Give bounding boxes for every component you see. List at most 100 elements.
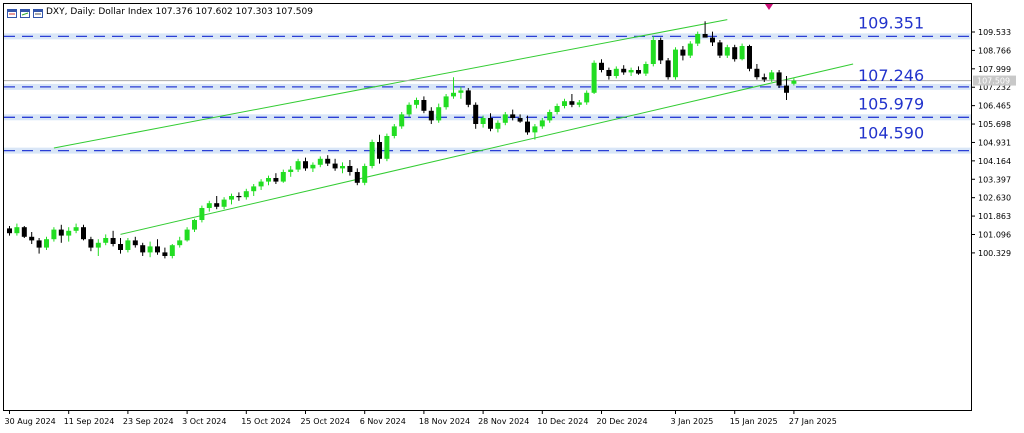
candle-body[interactable] — [724, 47, 730, 56]
candle-body[interactable] — [317, 158, 323, 165]
candle-body[interactable] — [36, 240, 42, 248]
candle-body[interactable] — [739, 45, 745, 60]
candle-body[interactable] — [473, 104, 479, 124]
candle-body[interactable] — [162, 252, 168, 256]
candle-body[interactable] — [606, 69, 612, 76]
data-window-icon[interactable] — [33, 9, 43, 18]
candle-body[interactable] — [747, 45, 752, 69]
candle-body[interactable] — [569, 101, 575, 105]
candle-body[interactable] — [44, 239, 49, 248]
candle-body[interactable] — [303, 161, 308, 169]
candle-body[interactable] — [754, 68, 760, 78]
candle-body[interactable] — [340, 165, 345, 169]
candle-body[interactable] — [776, 72, 782, 86]
candle-body[interactable] — [206, 203, 212, 208]
candle-body[interactable] — [295, 161, 301, 170]
candle-body[interactable] — [458, 90, 464, 93]
candle-body[interactable] — [140, 245, 146, 253]
candle-body[interactable] — [436, 107, 442, 121]
candle-body[interactable] — [673, 49, 678, 78]
candle-body[interactable] — [236, 195, 242, 198]
candle-body[interactable] — [480, 117, 486, 124]
candle-body[interactable] — [266, 177, 271, 182]
candle-body[interactable] — [229, 195, 234, 200]
candle-body[interactable] — [451, 92, 456, 97]
candle-body[interactable] — [421, 99, 427, 111]
candle-body[interactable] — [687, 43, 693, 56]
candle-body[interactable] — [347, 165, 353, 172]
indicator-window-icon[interactable] — [20, 9, 30, 18]
candle-body[interactable] — [155, 246, 160, 253]
candle-body[interactable] — [66, 230, 72, 236]
chart-window-icon[interactable] — [7, 9, 17, 18]
candle-body[interactable] — [95, 242, 101, 248]
candle-body[interactable] — [29, 236, 35, 241]
candle-body[interactable] — [428, 110, 434, 121]
candle-body[interactable] — [658, 39, 664, 61]
candle-body[interactable] — [621, 68, 627, 73]
candle-body[interactable] — [399, 114, 405, 127]
candle-body[interactable] — [51, 229, 57, 240]
candle-body[interactable] — [502, 114, 508, 123]
candle-body[interactable] — [362, 165, 368, 183]
candle-body[interactable] — [584, 92, 590, 103]
candle-body[interactable] — [280, 171, 286, 182]
candle-body[interactable] — [695, 33, 701, 44]
candle-body[interactable] — [199, 207, 205, 220]
candle-body[interactable] — [103, 237, 109, 243]
candle-body[interactable] — [443, 96, 449, 108]
candle-body[interactable] — [169, 245, 175, 256]
plot-area[interactable] — [3, 3, 972, 411]
candle-body[interactable] — [192, 219, 197, 230]
candle-body[interactable] — [554, 105, 560, 112]
candle-body[interactable] — [354, 171, 360, 183]
channel-upper-line[interactable] — [53, 19, 728, 149]
candle-body[interactable] — [273, 177, 279, 182]
candle-body[interactable] — [784, 85, 789, 93]
candle-body[interactable] — [680, 49, 686, 56]
candle-body[interactable] — [465, 90, 471, 105]
candle-body[interactable] — [251, 186, 257, 192]
candle-body[interactable] — [732, 47, 738, 60]
candle-body[interactable] — [391, 126, 397, 136]
candle-body[interactable] — [769, 72, 775, 80]
candle-body[interactable] — [665, 60, 671, 78]
candle-body[interactable] — [547, 111, 553, 121]
candle-body[interactable] — [21, 227, 27, 237]
candle-body[interactable] — [791, 80, 797, 84]
candle-body[interactable] — [310, 164, 316, 169]
candle-body[interactable] — [7, 228, 12, 234]
candle-body[interactable] — [599, 62, 604, 70]
candle-body[interactable] — [562, 101, 567, 106]
candle-body[interactable] — [58, 229, 64, 236]
candle-body[interactable] — [258, 181, 264, 187]
candle-body[interactable] — [710, 37, 715, 43]
candle-body[interactable] — [147, 246, 153, 253]
candle-body[interactable] — [377, 141, 382, 159]
candle-body[interactable] — [73, 227, 79, 231]
candle-body[interactable] — [761, 77, 767, 80]
candle-body[interactable] — [576, 102, 582, 105]
candle-body[interactable] — [591, 62, 597, 93]
candle-body[interactable] — [717, 42, 723, 56]
candle-body[interactable] — [643, 63, 649, 74]
candle-body[interactable] — [613, 68, 619, 76]
candle-body[interactable] — [132, 240, 138, 246]
candle-body[interactable] — [325, 158, 331, 164]
candle-body[interactable] — [702, 33, 708, 38]
candle-body[interactable] — [517, 117, 523, 122]
candle-body[interactable] — [221, 199, 227, 207]
candle-body[interactable] — [177, 240, 183, 246]
candle-body[interactable] — [184, 229, 190, 241]
candle-body[interactable] — [14, 227, 20, 234]
candle-body[interactable] — [110, 237, 116, 244]
candle-body[interactable] — [369, 141, 375, 166]
candle-body[interactable] — [532, 126, 538, 133]
candle-body[interactable] — [488, 117, 493, 129]
candle-body[interactable] — [406, 104, 412, 115]
candle-body[interactable] — [650, 39, 656, 64]
candle-body[interactable] — [125, 240, 131, 250]
candle-body[interactable] — [539, 120, 545, 127]
candle-body[interactable] — [118, 243, 123, 250]
candle-body[interactable] — [243, 191, 249, 198]
